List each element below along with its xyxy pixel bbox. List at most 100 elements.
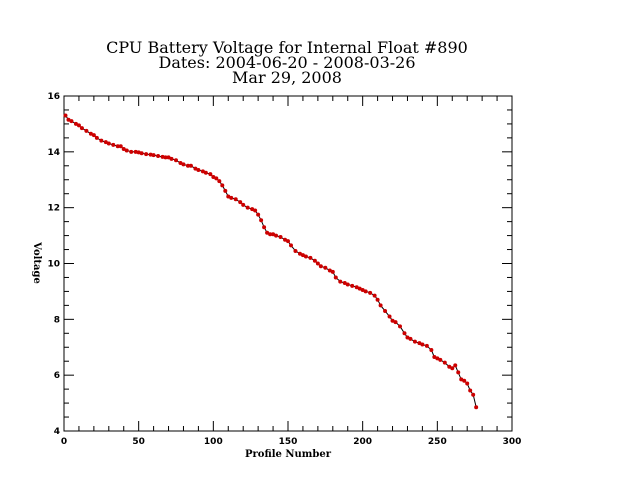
data-point bbox=[139, 151, 144, 156]
y-tick-label: 12 bbox=[47, 204, 60, 214]
y-axis-label: Voltage bbox=[31, 241, 42, 284]
data-point bbox=[181, 162, 186, 167]
data-point bbox=[459, 377, 464, 382]
data-point bbox=[435, 356, 440, 361]
data-point bbox=[196, 167, 201, 172]
data-point bbox=[338, 279, 343, 284]
data-point bbox=[208, 172, 213, 177]
data-point bbox=[438, 357, 443, 362]
x-tick-label: 50 bbox=[132, 437, 145, 447]
data-point bbox=[387, 314, 392, 319]
data-point bbox=[350, 283, 355, 288]
data-point bbox=[106, 141, 111, 146]
y-tick-label: 4 bbox=[54, 427, 60, 437]
data-point bbox=[417, 341, 422, 346]
data-point bbox=[300, 253, 305, 258]
data-point bbox=[308, 255, 313, 260]
data-point bbox=[420, 342, 425, 347]
data-point bbox=[200, 169, 205, 174]
x-tick-label: 100 bbox=[204, 437, 223, 447]
data-point bbox=[91, 133, 96, 138]
data-point bbox=[368, 290, 373, 295]
data-point bbox=[178, 161, 183, 165]
data-point bbox=[111, 142, 116, 147]
data-point bbox=[474, 405, 479, 410]
data-point bbox=[327, 268, 332, 273]
data-point bbox=[293, 248, 298, 253]
data-point bbox=[115, 144, 120, 149]
data-point bbox=[357, 286, 362, 291]
data-point bbox=[412, 339, 417, 344]
data-point bbox=[220, 183, 225, 188]
data-point bbox=[94, 135, 99, 140]
data-point bbox=[471, 392, 476, 397]
series-line bbox=[65, 115, 477, 408]
y-tick-label: 10 bbox=[47, 260, 60, 270]
data-point bbox=[342, 281, 347, 286]
data-point bbox=[166, 155, 171, 160]
plot-frame bbox=[63, 95, 513, 432]
data-point bbox=[233, 197, 238, 202]
chart-title-line-2: Dates: 2004-06-20 - 2008-03-26 bbox=[158, 53, 415, 72]
data-point bbox=[88, 131, 93, 136]
x-tick-label: 0 bbox=[61, 437, 67, 447]
x-tick-label: 300 bbox=[503, 437, 522, 447]
data-point bbox=[203, 170, 208, 175]
x-tick-label: 200 bbox=[353, 437, 372, 447]
data-point bbox=[429, 348, 434, 353]
data-point bbox=[151, 153, 156, 158]
data-point bbox=[103, 140, 108, 145]
data-point bbox=[229, 195, 234, 200]
data-point bbox=[393, 320, 398, 325]
data-point bbox=[375, 297, 380, 302]
data-point bbox=[468, 388, 473, 393]
data-point bbox=[262, 225, 267, 230]
data-point bbox=[241, 202, 246, 207]
data-point bbox=[265, 230, 270, 235]
data-point bbox=[354, 285, 359, 290]
y-tick-label: 6 bbox=[54, 371, 60, 381]
data-point bbox=[345, 282, 350, 287]
data-point bbox=[76, 123, 81, 128]
data-point bbox=[465, 381, 470, 386]
data-point bbox=[148, 152, 153, 157]
data-point bbox=[259, 218, 264, 223]
data-point bbox=[193, 166, 198, 171]
data-point bbox=[69, 119, 74, 124]
data-point bbox=[99, 138, 104, 143]
data-point bbox=[118, 144, 123, 149]
data-point bbox=[398, 324, 402, 329]
data-point bbox=[274, 233, 279, 238]
data-point bbox=[73, 121, 78, 126]
data-point bbox=[424, 343, 429, 348]
data-point bbox=[66, 117, 71, 122]
data-point bbox=[402, 331, 407, 336]
data-point bbox=[323, 265, 328, 270]
data-point bbox=[253, 208, 258, 213]
data-point bbox=[333, 275, 338, 280]
data-point bbox=[256, 212, 261, 217]
y-tick-label: 14 bbox=[47, 148, 60, 158]
data-point bbox=[312, 258, 317, 263]
data-point bbox=[408, 336, 413, 341]
data-point bbox=[245, 205, 250, 210]
data-point bbox=[84, 128, 89, 133]
data-point bbox=[447, 364, 452, 369]
data-point bbox=[278, 234, 283, 239]
data-point bbox=[63, 113, 68, 118]
data-point bbox=[133, 149, 138, 154]
data-point bbox=[144, 152, 149, 157]
data-point bbox=[188, 163, 193, 168]
y-tick-label: 16 bbox=[47, 92, 60, 102]
data-point bbox=[185, 163, 190, 168]
x-tick-label: 250 bbox=[428, 437, 447, 447]
data-point bbox=[238, 200, 243, 205]
data-point bbox=[79, 126, 84, 131]
data-point bbox=[456, 370, 461, 375]
data-point bbox=[318, 264, 323, 269]
data-point bbox=[297, 251, 302, 256]
data-point bbox=[315, 261, 320, 266]
data-point bbox=[250, 207, 255, 212]
y-axis: 4 6 8 10 12 14 16 bbox=[47, 92, 512, 437]
